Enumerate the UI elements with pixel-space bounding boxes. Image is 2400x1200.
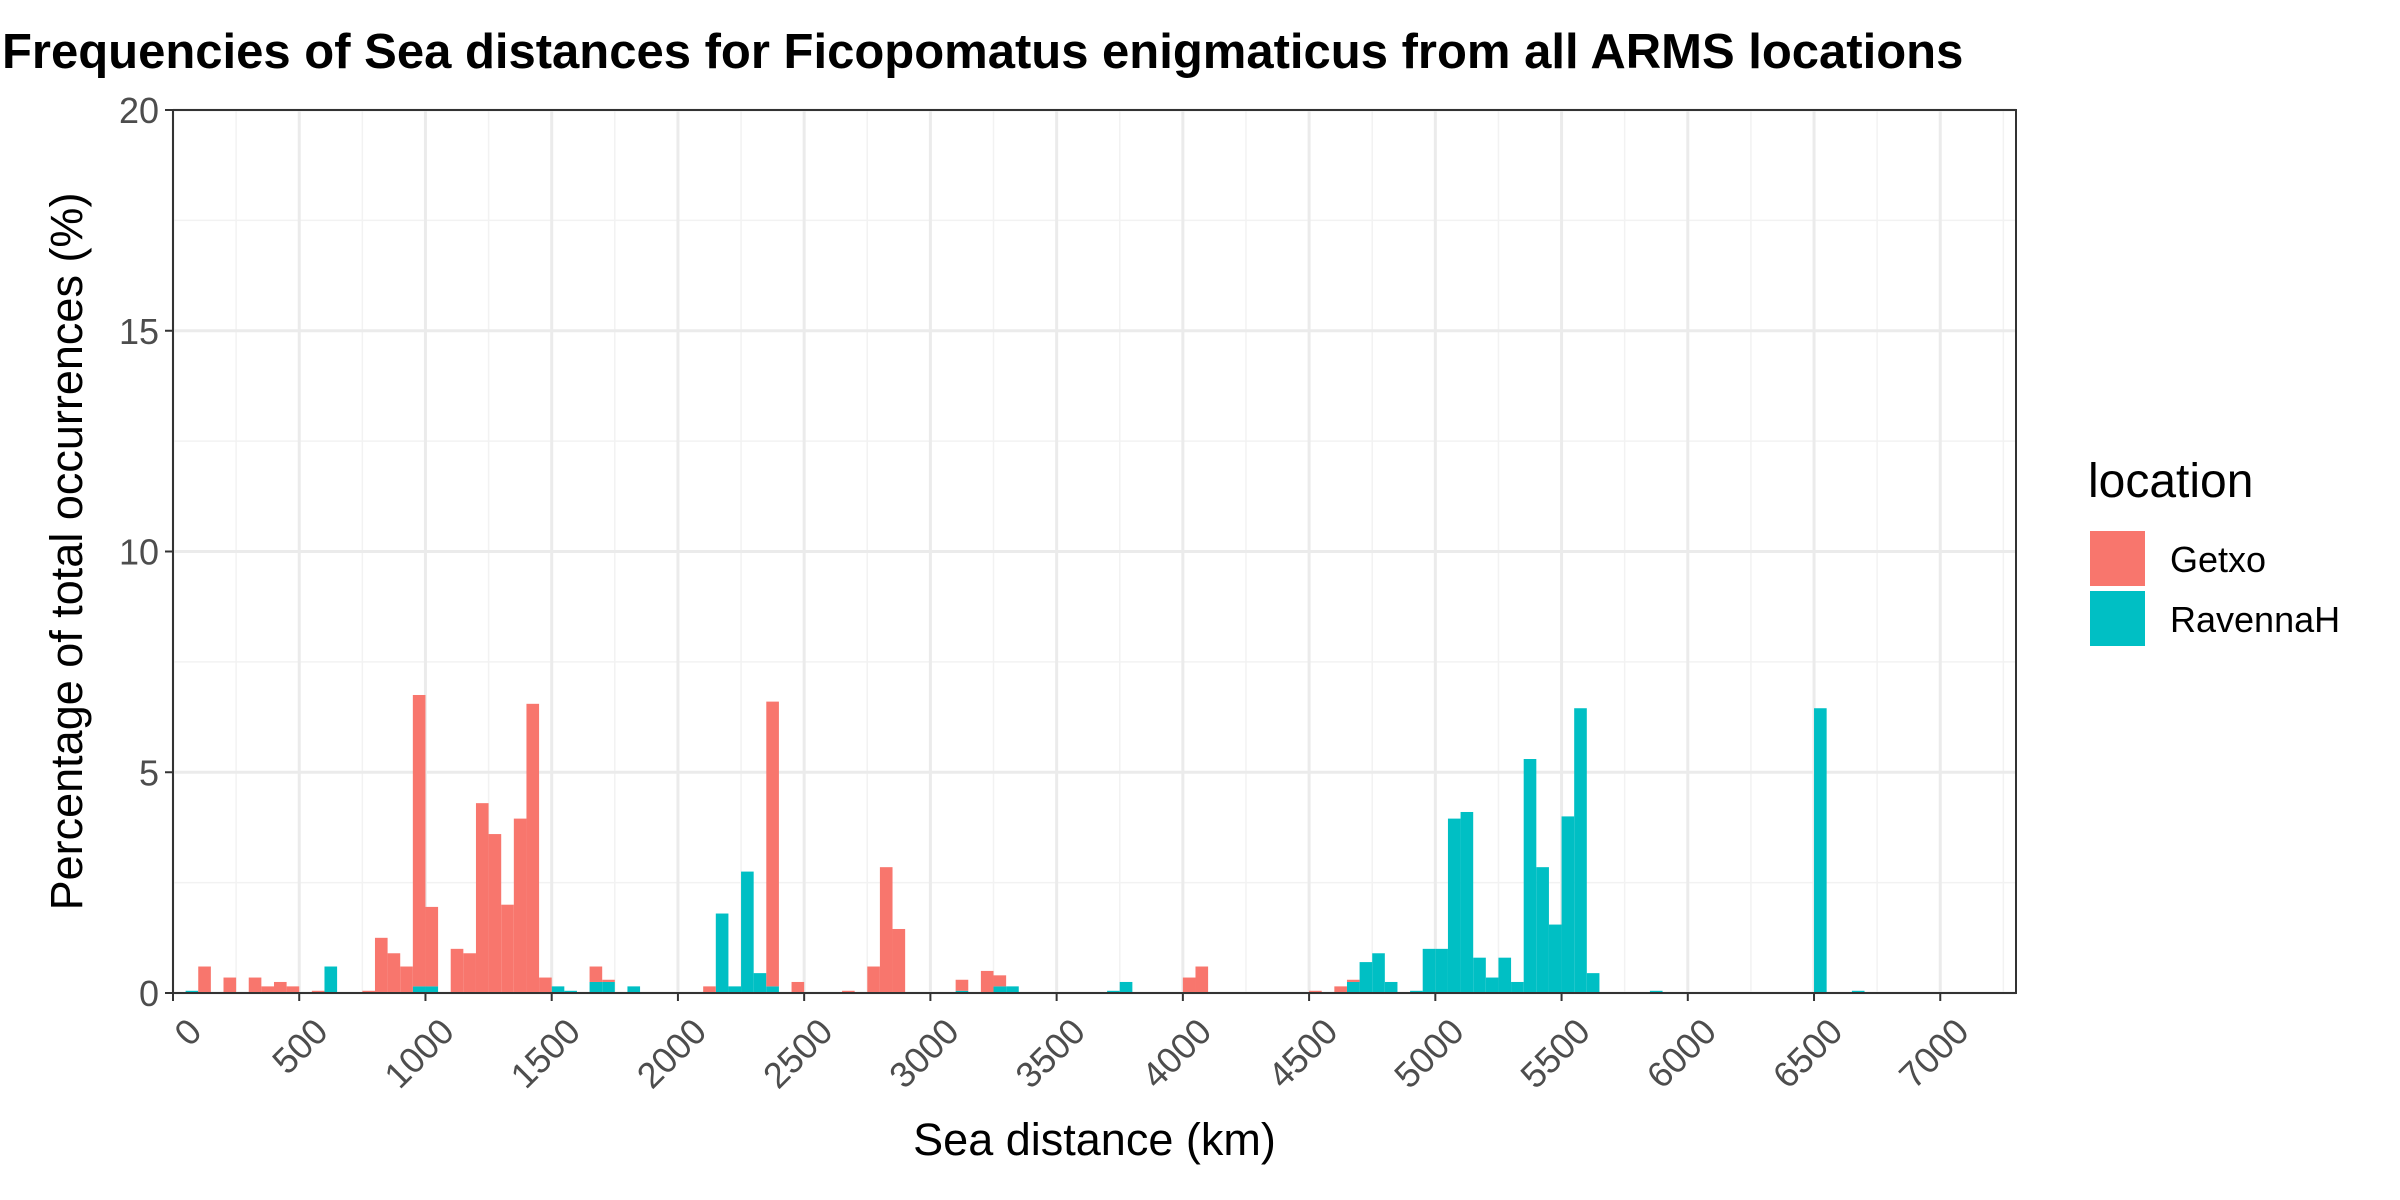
x-axis-title: Sea distance (km) [913,1114,1276,1165]
bar-ravennah [1511,981,1524,993]
bar-getxo [993,975,1007,987]
bar-getxo [879,867,893,993]
bar-ravennah [324,966,338,993]
bar-ravennah [412,986,426,993]
bar-getxo [526,703,540,993]
bar-getxo [501,904,514,993]
bar-getxo [766,701,779,987]
bar-ravennah [551,986,565,993]
bar-getxo [703,986,716,993]
bar-getxo [400,966,413,993]
bar-ravennah [627,986,641,993]
bar-getxo [412,694,426,987]
bar-ravennah [715,913,729,993]
bar-ravennah [1447,818,1461,993]
bar-ravennah [1498,957,1512,993]
bar-getxo [1334,986,1347,993]
legend: location Getxo RavennaH [2088,455,2340,646]
bar-ravennah [993,986,1007,993]
bar-ravennah [602,981,615,993]
y-axis-title: Percentage of total occurrences (%) [41,193,92,911]
bar-getxo [539,977,552,993]
bar-getxo [513,818,527,993]
y-tick-label: 0 [139,973,159,1014]
bar-ravennah [1460,811,1474,993]
bar-getxo [425,906,439,987]
bar-getxo [223,977,237,993]
bar-ravennah [1359,962,1373,993]
bar-ravennah [1814,708,1827,993]
bar-getxo [261,986,274,993]
bar-ravennah [1372,953,1385,993]
bar-getxo [980,970,994,993]
legend-label-getxo: Getxo [2170,539,2266,580]
bar-ravennah [589,981,603,993]
bar-ravennah [741,871,754,993]
bar-getxo [374,937,388,993]
bar-getxo [488,834,502,993]
bar-getxo [1346,979,1360,982]
legend-key-getxo [2090,531,2145,586]
bar-ravennah [1006,986,1019,993]
bar-ravennah [1435,948,1448,993]
bar-ravennah [1649,990,1663,993]
bars [185,694,1865,993]
bar-ravennah [1851,990,1865,993]
bar-ravennah [728,986,742,993]
y-tick-label: 10 [119,532,159,573]
bar-getxo [589,966,603,982]
bar-ravennah [1410,990,1423,993]
bar-ravennah [185,990,199,993]
bar-getxo [387,953,401,993]
bar-ravennah [1536,867,1549,993]
y-tick-label: 20 [119,90,159,131]
bar-ravennah [955,990,969,993]
bar-ravennah [1384,981,1398,993]
bar-getxo [286,986,300,993]
bar-getxo [1182,977,1196,993]
y-tick-label: 5 [139,752,159,793]
bar-ravennah [1346,981,1360,993]
bar-ravennah [1422,948,1436,993]
bar-getxo [1309,990,1322,993]
bar-getxo [248,977,262,993]
bar-ravennah [425,986,439,993]
bar-getxo [362,990,375,993]
bar-getxo [1195,966,1209,993]
bar-ravennah [753,973,767,993]
bar-getxo [892,928,906,993]
bar-ravennah [1119,981,1133,993]
bar-getxo [867,966,880,993]
bar-getxo [311,990,325,993]
bar-ravennah [1485,977,1499,993]
bar-getxo [791,981,805,993]
bar-ravennah [1574,708,1587,993]
bar-getxo [475,803,489,993]
bar-getxo [463,953,476,993]
bar-ravennah [1107,990,1120,993]
bar-ravennah [1586,973,1600,993]
chart-title: Frequencies of Sea distances for Ficopom… [2,25,1963,79]
bar-getxo [273,981,287,993]
bar-ravennah [1561,816,1575,993]
bar-getxo [450,948,464,993]
y-tick-label: 15 [119,311,159,352]
legend-label-ravennah: RavennaH [2170,599,2340,640]
bar-getxo [842,990,855,993]
bar-ravennah [564,990,577,993]
bar-ravennah [766,986,779,993]
bar-getxo [602,979,615,982]
legend-key-ravennah [2090,591,2145,646]
bar-ravennah [1523,759,1537,993]
bar-getxo [198,966,211,993]
legend-title: location [2088,455,2253,508]
bar-ravennah [1473,957,1486,993]
bar-ravennah [1548,924,1562,993]
bar-getxo [955,979,969,991]
